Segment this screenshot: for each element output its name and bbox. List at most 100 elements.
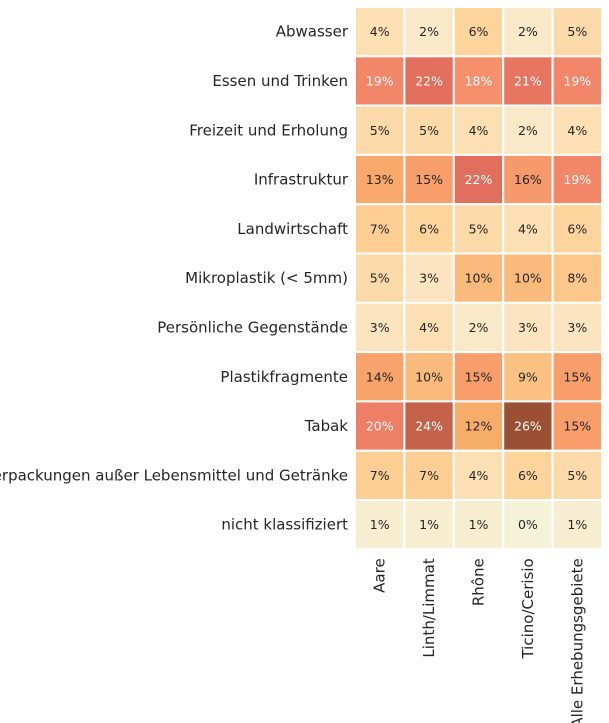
heatmap-cell [403, 203, 455, 255]
cell-value-label: 15% [415, 172, 443, 187]
cell-value-label: 7% [370, 221, 390, 236]
row-label-landwirtschaft: Landwirtschaft [237, 220, 348, 238]
cell-value-label: 10% [465, 271, 493, 286]
heatmap-cell [452, 55, 505, 107]
cell-value-label: 16% [514, 172, 542, 187]
cell-value-label: 4% [370, 24, 390, 39]
cell-value-label: 20% [366, 419, 394, 434]
cell-value-label: 5% [370, 271, 390, 286]
cell-value-label: 13% [366, 172, 394, 187]
cell-value-label: 1% [370, 517, 390, 532]
cell-value-label: 22% [465, 172, 493, 187]
cell-value-label: 14% [366, 369, 394, 384]
row-label-tabak: Tabak [304, 417, 349, 435]
heatmap-cell [452, 203, 505, 255]
row-labels: Abwasser Essen und Trinken Freizeit und Er… [0, 23, 349, 534]
column-labels: Aare Linth/Limmat Rhône Ticino/Cerisio Alle … [371, 558, 587, 723]
cell-value-label: 12% [465, 419, 493, 434]
cell-value-label: 3% [518, 320, 538, 335]
heatmap-cell [403, 351, 455, 403]
cell-value-label: 4% [469, 123, 489, 138]
column-label-aare: Aare [371, 558, 389, 593]
row-label-plastikfragmente: Plastikfragmente [220, 368, 348, 386]
cell-value-label: 18% [465, 73, 493, 88]
cell-value-label: 2% [518, 123, 538, 138]
heatmap-cell [551, 400, 603, 452]
cell-value-label: 2% [469, 320, 489, 335]
cell-value-label: 22% [415, 73, 443, 88]
cell-value-label: 5% [567, 24, 587, 39]
cell-value-label: 1% [469, 517, 489, 532]
row-label-nicht-klassifiziert: nicht klassifiziert [221, 516, 348, 534]
cell-value-label: 15% [465, 369, 493, 384]
cell-value-label: 9% [518, 369, 538, 384]
cell-value-label: 10% [514, 271, 542, 286]
cell-value-label: 7% [419, 468, 439, 483]
row-label-freizeit-und-erholung: Freizeit und Erholung [189, 121, 348, 139]
cell-value-label: 5% [370, 123, 390, 138]
row-label-mikroplastik-5mm: Mikroplastik (< 5mm) [185, 269, 348, 287]
cell-value-label: 4% [469, 468, 489, 483]
heatmap-cell [403, 153, 455, 206]
cell-value-label: 2% [518, 24, 538, 39]
cell-value-label: 0% [518, 517, 538, 532]
cell-value-label: 2% [419, 24, 439, 39]
heatmap-cell [452, 499, 505, 551]
heatmap-cell [551, 55, 603, 107]
cell-value-label: 24% [415, 419, 443, 434]
heatmap-cell [551, 153, 603, 206]
cell-value-label: 19% [563, 172, 591, 187]
row-label-pers-nliche-gegenst-nde: Persönliche Gegenstände [157, 318, 348, 336]
heatmap-cell [551, 252, 603, 304]
cell-value-label: 7% [370, 468, 390, 483]
column-label-ticino-cerisio: Ticino/Cerisio [519, 558, 537, 659]
column-label-alle-erhebungsgebiete: Alle Erhebungsgebiete [568, 558, 586, 723]
cell-value-label: 6% [469, 24, 489, 39]
cell-value-label: 5% [469, 221, 489, 236]
cell-value-label: 21% [514, 73, 542, 88]
cell-value-label: 4% [567, 123, 587, 138]
column-label-linth-limmat: Linth/Limmat [420, 558, 438, 657]
heatmap-cell [502, 104, 554, 156]
heatmap-cell [354, 203, 406, 255]
cell-value-label: 15% [563, 369, 591, 384]
heatmap-cell [551, 449, 603, 502]
column-label-rh-ne: Rhône [470, 558, 488, 606]
cell-value-label: 4% [419, 320, 439, 335]
cell-value-label: 15% [563, 419, 591, 434]
heatmap-cell [354, 449, 406, 502]
cell-value-label: 10% [415, 369, 443, 384]
heatmap-cell [452, 449, 505, 502]
cell-value-label: 4% [518, 221, 538, 236]
heatmap-cells: 4% 2% 6% 2% 5% 19% 22% 18% 21% 19% 5% 5% 4% 2% 4% 13% 15… [354, 6, 603, 551]
cell-value-label: 6% [518, 468, 538, 483]
cell-value-label: 6% [567, 221, 587, 236]
heatmap-cell [403, 104, 455, 156]
heatmap-cell [502, 499, 554, 551]
cell-value-label: 5% [419, 123, 439, 138]
row-label-essen-und-trinken: Essen und Trinken [212, 72, 348, 90]
cell-value-label: 19% [563, 73, 591, 88]
cell-value-label: 3% [419, 271, 439, 286]
row-label-verpackungen-au-er-lebensmittel-und-getr-nke: Verpackungen außer Lebensmittel und Getr… [0, 466, 348, 484]
heatmap-cell [354, 499, 406, 551]
cell-value-label: 26% [514, 419, 542, 434]
cell-value-label: 1% [419, 517, 439, 532]
heatmap-cell [354, 351, 406, 403]
heatmap-cell [354, 55, 406, 107]
cell-value-label: 19% [366, 73, 394, 88]
heatmap-cell [354, 153, 406, 206]
heatmap-cell [502, 153, 554, 206]
cell-value-label: 1% [567, 517, 587, 532]
cell-value-label: 6% [419, 221, 439, 236]
heatmap-cell [354, 301, 406, 354]
cell-value-label: 3% [567, 320, 587, 335]
row-label-infrastruktur: Infrastruktur [254, 171, 349, 189]
heatmap-cell [502, 252, 554, 304]
cell-value-label: 3% [370, 320, 390, 335]
heatmap-cell [551, 499, 603, 551]
cell-value-label: 5% [567, 468, 587, 483]
row-label-abwasser: Abwasser [276, 23, 349, 41]
cell-value-label: 8% [567, 271, 587, 286]
